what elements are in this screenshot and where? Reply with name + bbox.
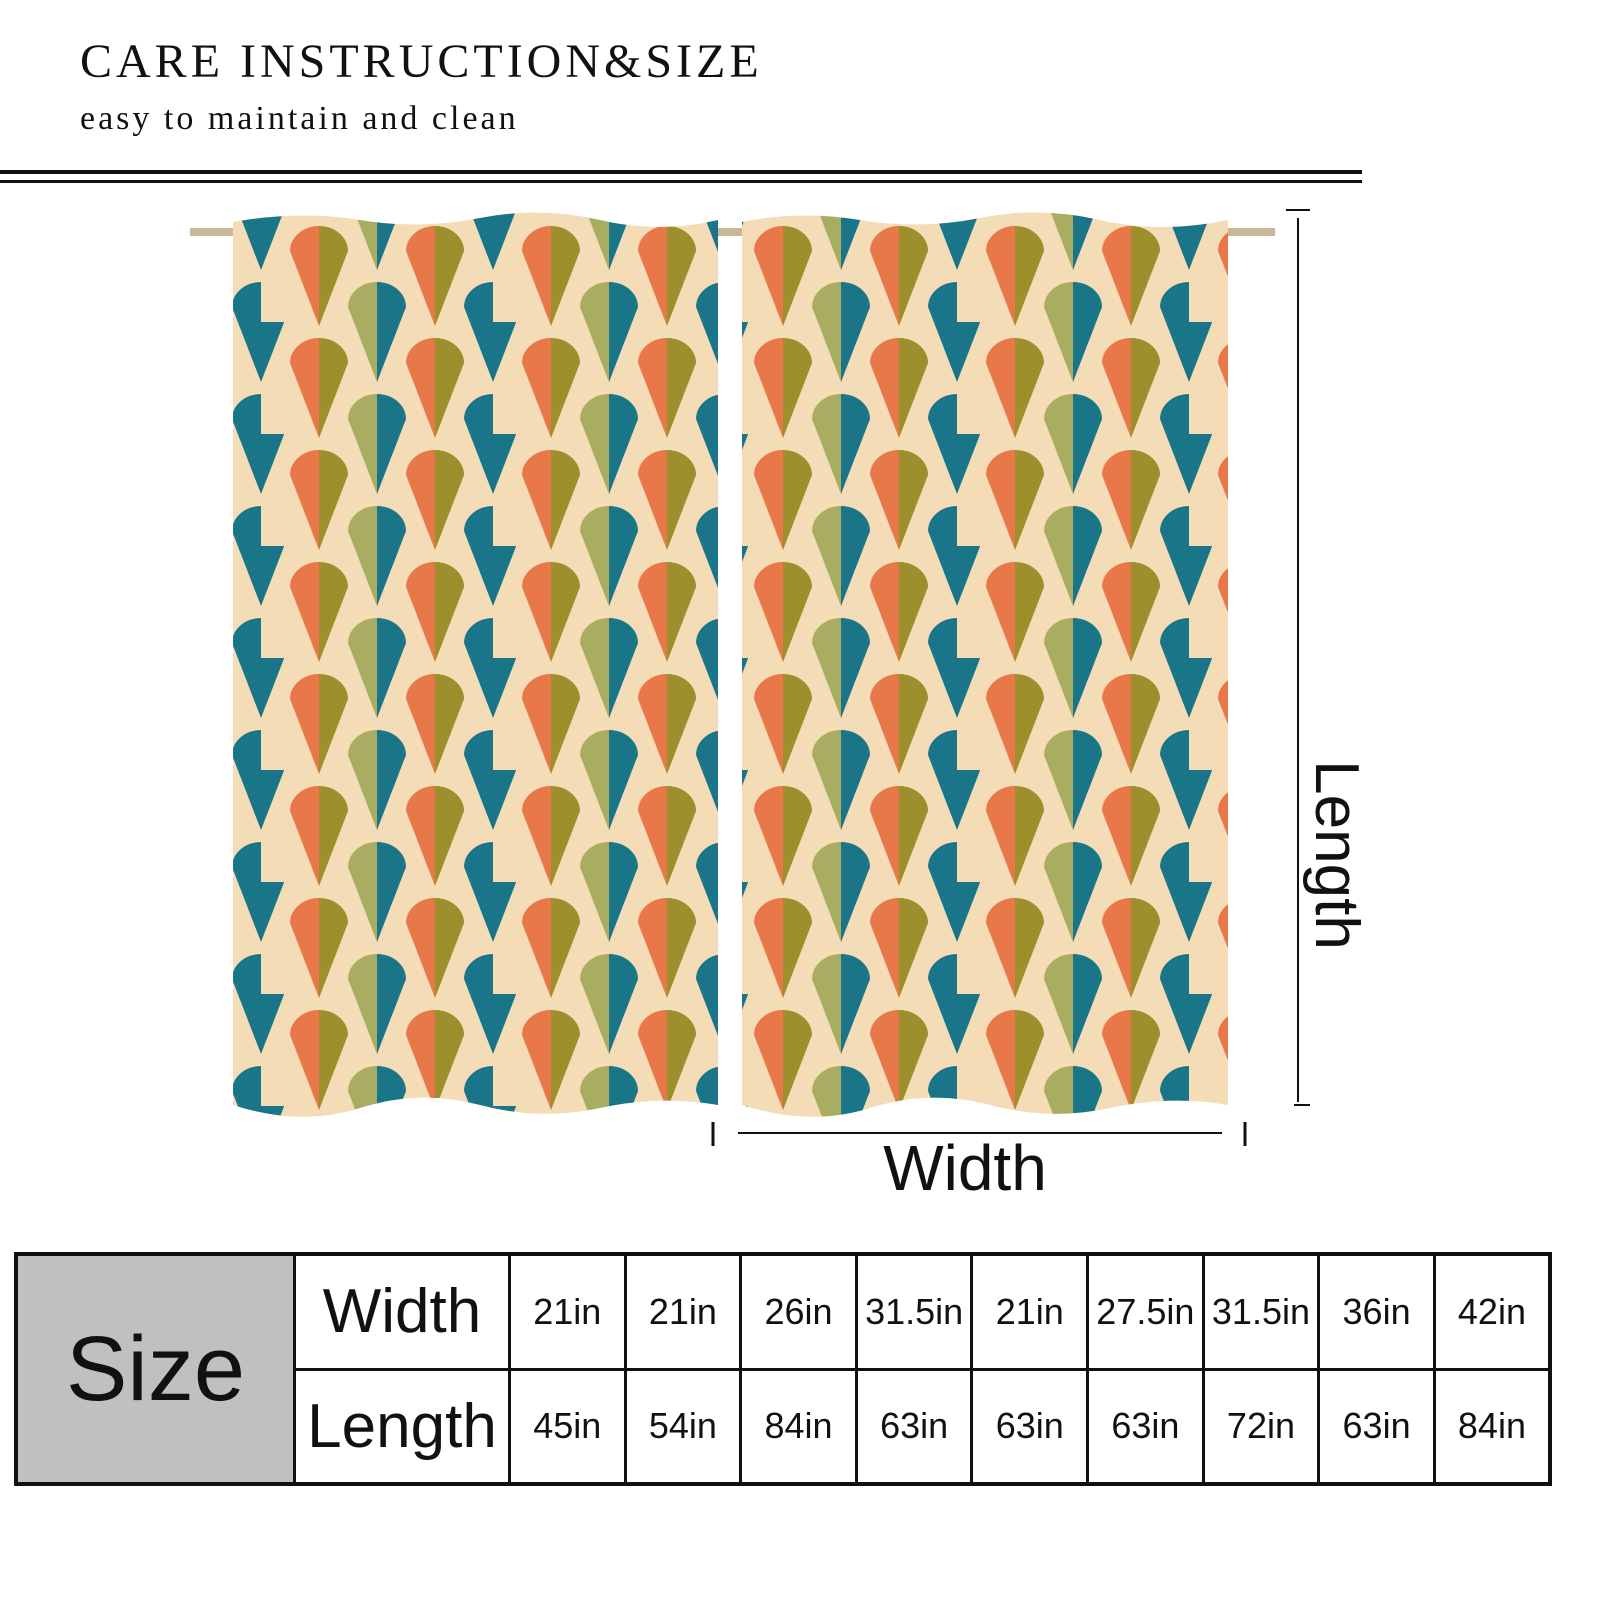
size-value: 21in [970, 1252, 1090, 1371]
size-value: 42in [1432, 1252, 1552, 1371]
size-value: 72in [1201, 1367, 1321, 1486]
size-value: 84in [1432, 1367, 1552, 1486]
size-value: 54in [623, 1367, 743, 1486]
curtain-panel [233, 212, 718, 1117]
size-value: 63in [1317, 1367, 1436, 1486]
size-label: Size [14, 1252, 296, 1486]
size-value: 27.5in [1086, 1252, 1205, 1371]
row-header: Length [293, 1367, 511, 1486]
size-value: 26in [739, 1252, 858, 1371]
curtain-rod [190, 228, 1275, 236]
size-value: 45in [508, 1367, 627, 1486]
size-value: 36in [1317, 1252, 1436, 1371]
curtain-diagram: Length Width [190, 209, 1371, 1204]
size-value: 63in [970, 1367, 1090, 1486]
size-value: 84in [739, 1367, 858, 1486]
curtain-panel [742, 212, 1228, 1117]
row-header: Width [293, 1252, 511, 1371]
length-label: Length [1302, 760, 1371, 950]
table-row: Size Width 21in 21in 26in 31.5in 21in 27.5in 31.… [14, 1252, 1552, 1486]
rule [0, 170, 1362, 174]
title: CARE INSTRUCTION&SIZE [80, 35, 763, 88]
size-value: 63in [854, 1367, 974, 1486]
size-value: 31.5in [1201, 1252, 1321, 1371]
size-table: Size Width 21in 21in 26in 31.5in 21in 27.5in 31.… [14, 1252, 1552, 1486]
table-row: Length 45in 54in 84in 63in 63in 63in 72in 63in 84… [16, 1367, 1552, 1486]
size-value: 63in [1086, 1367, 1205, 1486]
size-value: 21in [508, 1252, 627, 1371]
subtitle: easy to maintain and clean [80, 100, 519, 137]
size-value: 31.5in [854, 1252, 974, 1371]
width-label: Width [883, 1132, 1047, 1204]
size-value: 21in [623, 1252, 743, 1371]
rule [0, 180, 1362, 183]
